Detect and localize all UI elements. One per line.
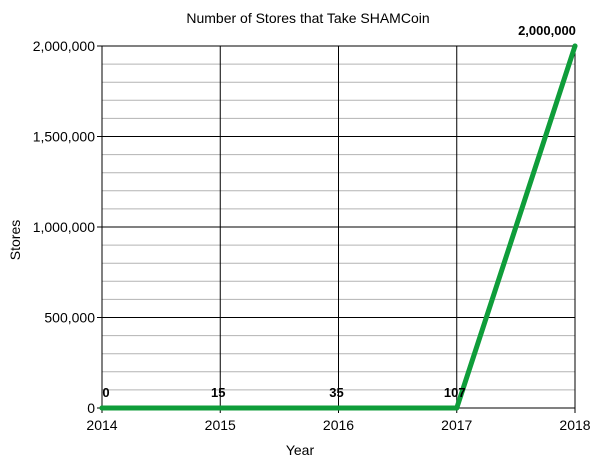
data-series bbox=[99, 43, 578, 411]
x-tick-label: 2017 bbox=[441, 417, 472, 433]
data-label: 2,000,000 bbox=[518, 23, 576, 38]
chart-title: Number of Stores that Take SHAMCoin bbox=[186, 10, 429, 26]
y-axis-label: Stores bbox=[7, 220, 23, 260]
y-tick-label: 0 bbox=[87, 400, 95, 416]
data-label: 107 bbox=[444, 385, 466, 400]
data-point bbox=[454, 405, 460, 411]
data-point bbox=[99, 405, 105, 411]
x-tick-label: 2015 bbox=[205, 417, 236, 433]
data-label: 0 bbox=[102, 385, 109, 400]
x-tick-label: 2018 bbox=[559, 417, 590, 433]
y-tick-label: 500,000 bbox=[44, 310, 95, 326]
data-point bbox=[572, 43, 578, 49]
x-axis-label: Year bbox=[286, 442, 315, 458]
y-tick-label: 2,000,000 bbox=[33, 38, 95, 54]
x-tick-label: 2014 bbox=[86, 417, 117, 433]
y-tick-label: 1,000,000 bbox=[33, 219, 95, 235]
data-label: 35 bbox=[329, 385, 343, 400]
x-axis-ticks: 2014 2015 2016 2017 2018 bbox=[86, 417, 590, 433]
y-tick-label: 1,500,000 bbox=[33, 129, 95, 145]
data-label: 15 bbox=[211, 385, 225, 400]
data-point bbox=[217, 405, 223, 411]
data-labels: 0 15 35 107 2,000,000 bbox=[102, 23, 576, 400]
gridlines bbox=[97, 45, 576, 413]
y-axis-ticks: 0 500,000 1,000,000 1,500,000 2,000,000 bbox=[33, 38, 96, 416]
data-point bbox=[336, 405, 341, 411]
x-tick-label: 2016 bbox=[323, 417, 354, 433]
